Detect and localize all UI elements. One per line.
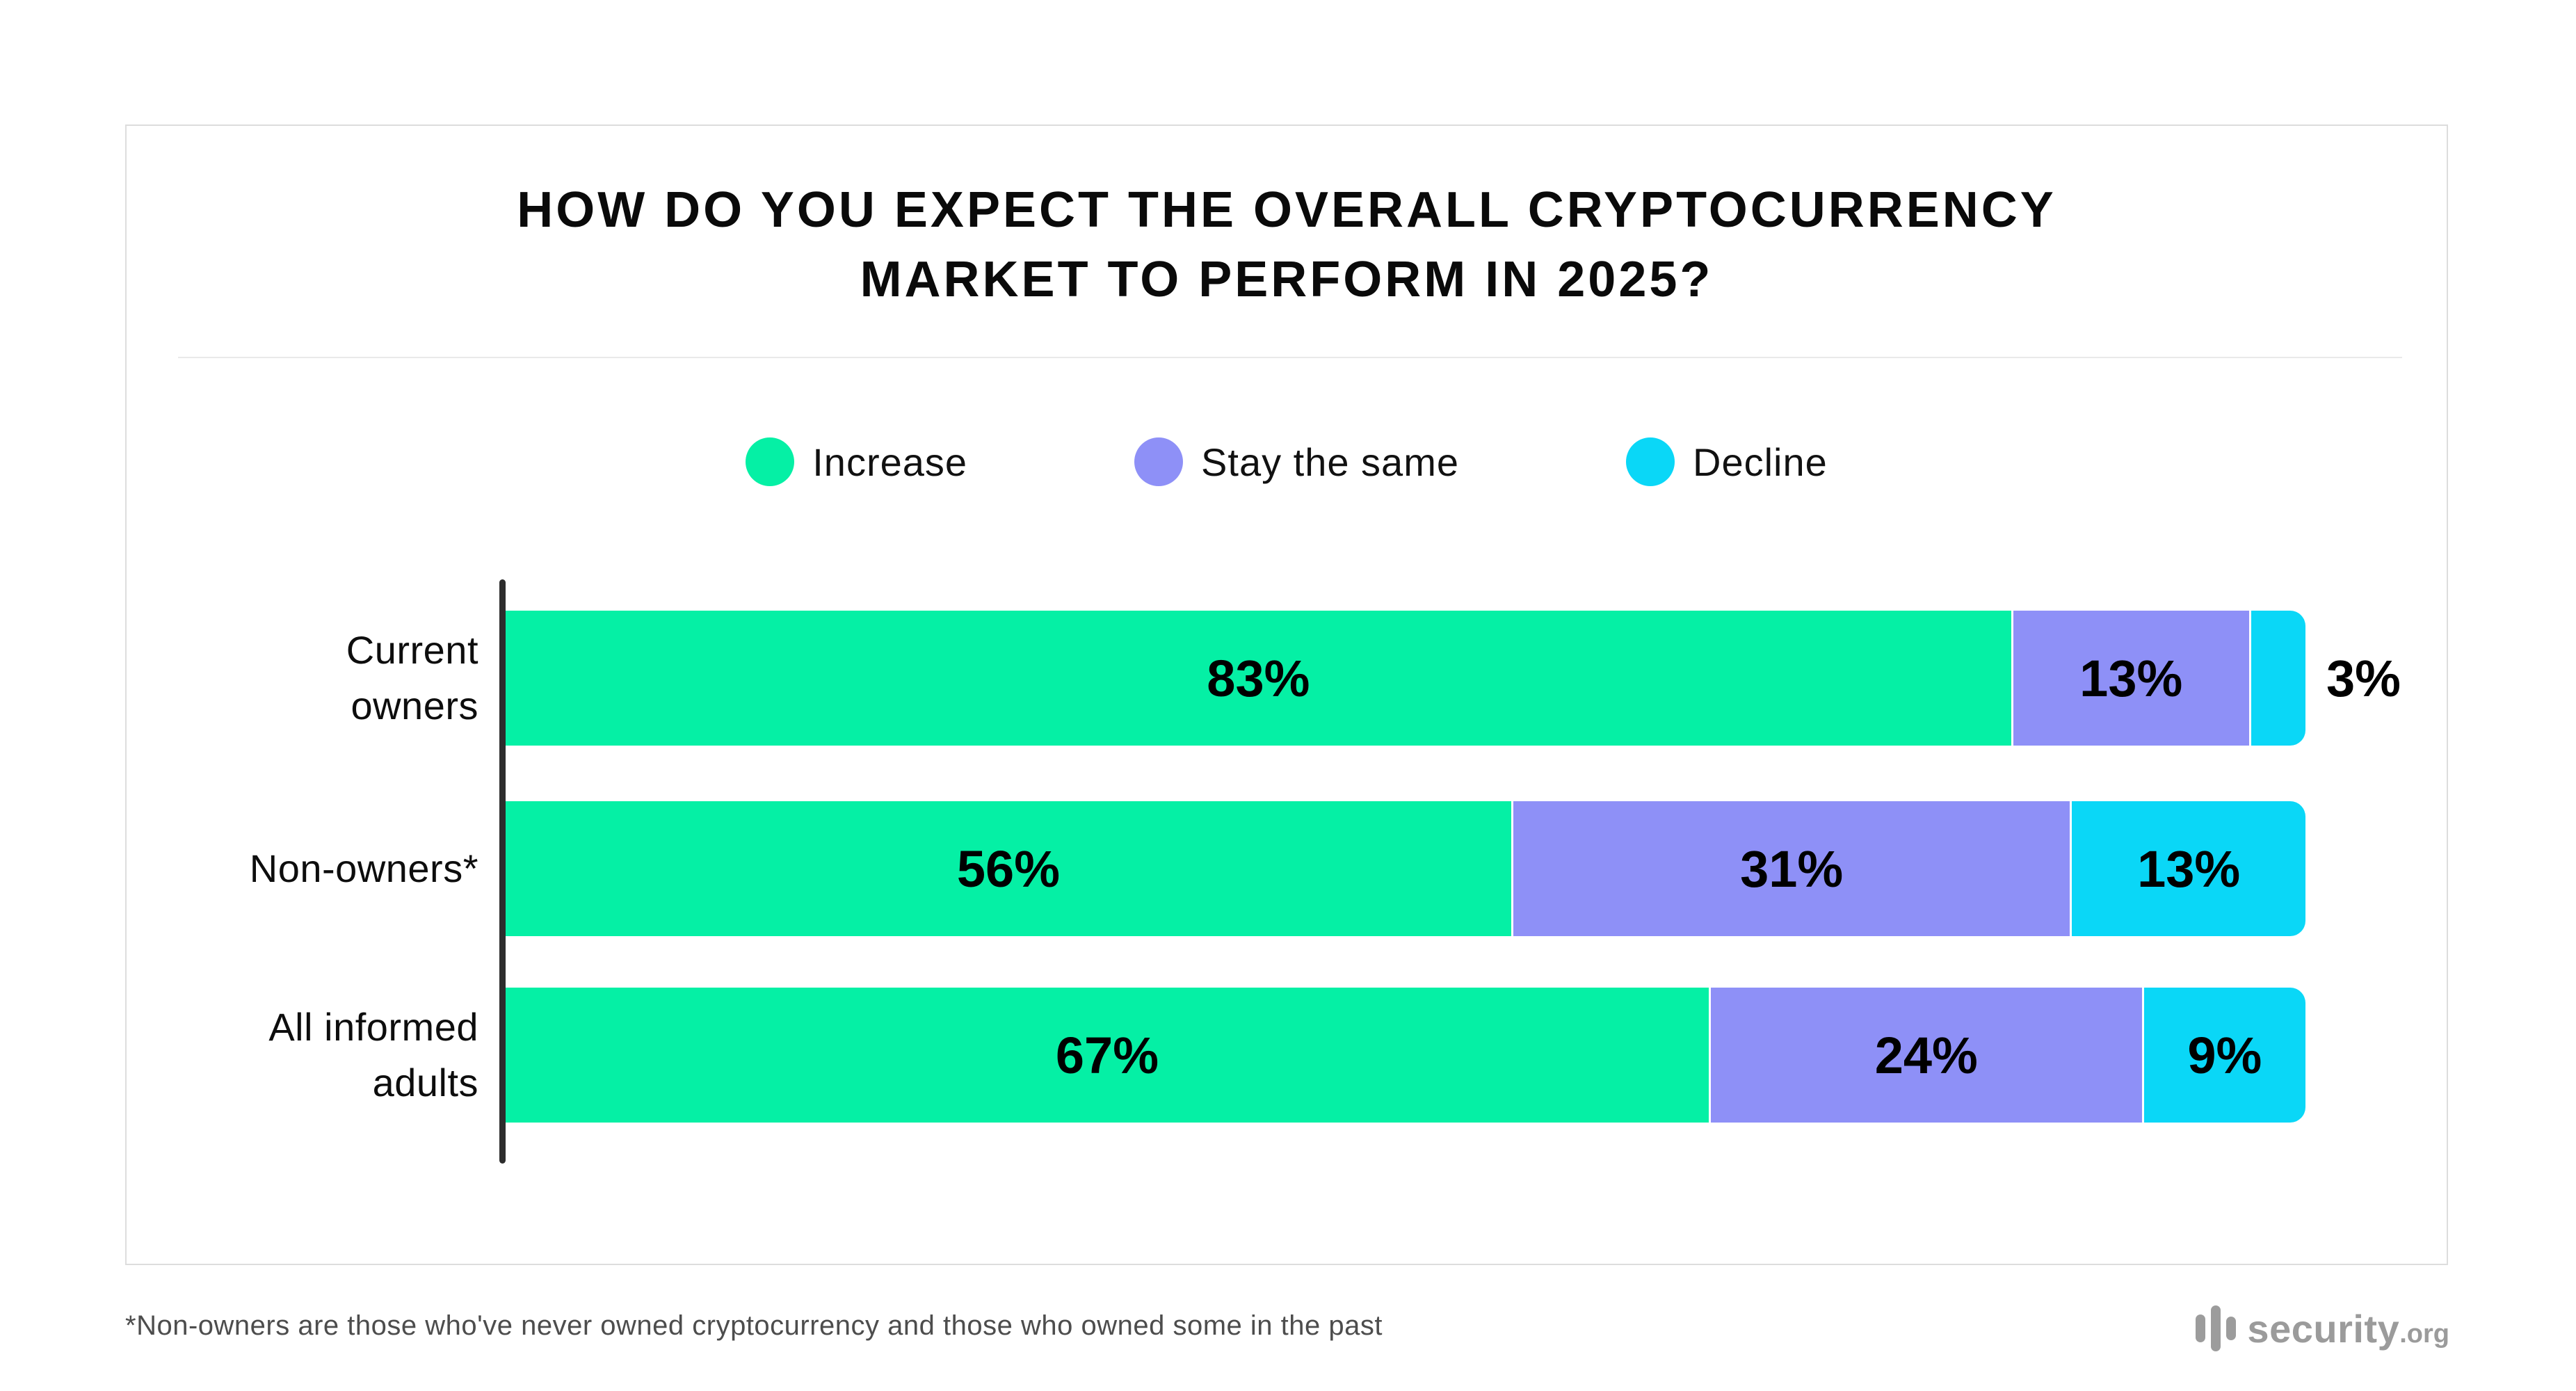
- value-label-outside: 3%: [2326, 649, 2401, 707]
- legend-dot-icon: [1134, 437, 1184, 486]
- chart-title-line1: HOW DO YOU EXPECT THE OVERALL CRYPTOCURR…: [517, 182, 2056, 238]
- chart-title-line2: MARKET TO PERFORM IN 2025?: [860, 252, 1714, 307]
- title-divider: [178, 357, 2402, 358]
- segment-value-label: 13%: [2137, 839, 2241, 898]
- bar-segment: 67%: [506, 988, 1709, 1123]
- segment-value-label: 13%: [2079, 649, 2183, 707]
- segment-value-label: 56%: [956, 839, 1061, 898]
- security-org-logo: security .org: [2196, 1302, 2449, 1355]
- segment-value-label: 83%: [1207, 649, 1310, 707]
- chart-title: HOW DO YOU EXPECT THE OVERALL CRYPTOCURR…: [125, 175, 2448, 314]
- legend-item-label: Stay the same: [1201, 440, 1459, 484]
- security-bars-icon: [2196, 1302, 2237, 1355]
- bar-segment: 13%: [2070, 801, 2305, 936]
- legend-dot-icon: [746, 437, 795, 486]
- bar-row: 83% 13%: [506, 611, 2305, 746]
- segment-value-label: 9%: [2187, 1026, 2262, 1084]
- bar-segment: 56%: [506, 801, 1511, 936]
- legend-item: Increase: [746, 437, 967, 486]
- bar-segment: [2248, 611, 2305, 746]
- category-label: Current owners: [346, 628, 478, 727]
- legend-item: Stay the same: [1134, 437, 1459, 486]
- legend-dot-icon: [1626, 437, 1675, 486]
- segment-value-label: 67%: [1055, 1026, 1159, 1084]
- logo-text: security .org: [2247, 1306, 2449, 1351]
- legend-item-label: Decline: [1693, 440, 1828, 484]
- bar-segment: 24%: [1708, 988, 2142, 1123]
- logo-tld: .org: [2399, 1319, 2449, 1349]
- legend-item-label: Increase: [812, 440, 968, 484]
- logo-brand: security: [2247, 1306, 2400, 1351]
- bar-segment: 31%: [1511, 801, 2070, 936]
- legend-item: Decline: [1626, 437, 1828, 486]
- bar-segment: 13%: [2011, 611, 2249, 746]
- bar-segment: 83%: [506, 611, 2011, 746]
- axis-line: [499, 579, 506, 1164]
- footnote: *Non-owners are those who've never owned…: [125, 1310, 1383, 1341]
- category-label: All informed adults: [268, 1005, 478, 1104]
- category-label: Non-owners*: [249, 846, 478, 890]
- bar-row: 67% 24% 9%: [506, 988, 2305, 1123]
- segment-value-label: 24%: [1874, 1026, 1978, 1084]
- bar-segment: 9%: [2141, 988, 2305, 1123]
- bar-row: 56% 31% 13%: [506, 801, 2305, 936]
- segment-value-label: 31%: [1740, 839, 1844, 898]
- legend: Increase Stay the same Decline: [125, 437, 2448, 487]
